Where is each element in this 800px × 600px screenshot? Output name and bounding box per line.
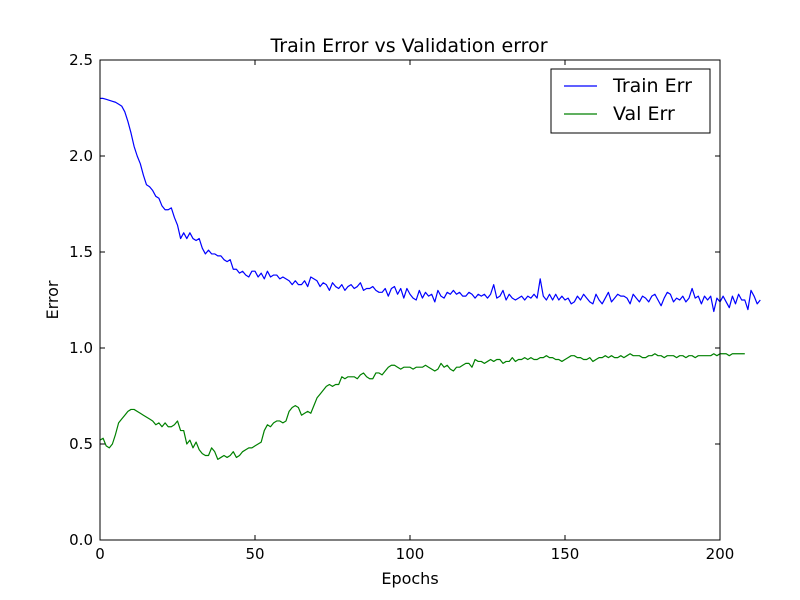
y-tick-label: 1.5 [69, 243, 93, 261]
series-layer [99, 97, 761, 460]
x-tick-label: 150 [551, 545, 580, 563]
plot-frame [99, 59, 721, 541]
y-tick-label: 1.0 [69, 339, 93, 357]
y-tick-label: 0.5 [69, 435, 93, 453]
legend: Train Err Val Err [550, 68, 711, 134]
x-tick-label: 200 [706, 545, 735, 563]
x-tick-label: 100 [396, 545, 425, 563]
legend-frame [550, 68, 711, 134]
x-tick-label: 0 [95, 545, 105, 563]
tick-layer: 0 50 100 150 200 0.0 0.5 1.0 1.5 2.0 2.5 [69, 51, 734, 563]
y-tick-label: 2.5 [69, 51, 93, 69]
x-tick-label: 50 [245, 545, 264, 563]
y-axis-label: Error [43, 280, 62, 319]
chart-title: Train Error vs Validation error [269, 35, 547, 57]
series-line-train-err [100, 97, 761, 313]
legend-label-val-err: Val Err [613, 103, 675, 125]
series-line-val-err [99, 353, 745, 460]
x-axis-label: Epochs [381, 569, 438, 588]
y-tick-label: 0.0 [69, 531, 93, 549]
y-tick-label: 2.0 [69, 147, 93, 165]
legend-label-train-err: Train Err [612, 75, 692, 97]
